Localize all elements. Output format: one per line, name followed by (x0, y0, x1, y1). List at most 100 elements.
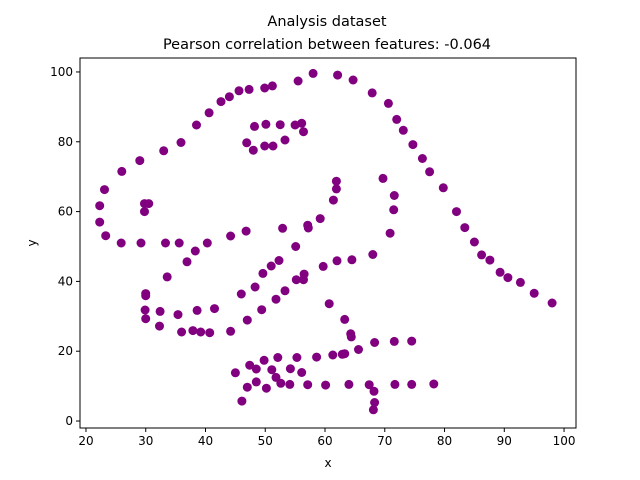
data-point-110 (242, 382, 252, 392)
data-point-62 (485, 255, 495, 265)
data-point-54 (408, 140, 418, 150)
data-point-80 (271, 294, 281, 304)
data-point-13 (174, 238, 184, 248)
x-tick-label: 50 (258, 434, 273, 448)
data-point-35 (275, 120, 285, 130)
data-point-74 (332, 256, 342, 266)
data-point-66 (529, 288, 539, 298)
data-point-104 (324, 299, 334, 309)
data-point-65 (515, 277, 525, 287)
data-point-12 (161, 238, 170, 248)
data-point-103 (192, 305, 202, 315)
data-point-134 (370, 398, 380, 407)
y-tick-label: 0 (65, 414, 73, 428)
x-axis-label: x (324, 456, 331, 470)
data-point-48 (333, 70, 343, 80)
data-point-24 (241, 226, 251, 236)
data-point-23 (234, 86, 244, 96)
data-point-115 (261, 383, 271, 393)
data-point-61 (477, 250, 487, 260)
chart-title: Analysis dataset (267, 14, 386, 30)
data-point-79 (280, 286, 290, 296)
data-point-38 (293, 76, 303, 86)
data-point-55 (417, 154, 427, 163)
data-point-1 (95, 217, 105, 227)
data-point-111 (245, 360, 255, 370)
data-point-57 (438, 183, 448, 193)
data-point-126 (321, 380, 331, 390)
data-point-89 (210, 304, 219, 314)
data-point-31 (260, 141, 270, 151)
data-point-0 (95, 201, 105, 211)
data-point-11 (159, 146, 169, 156)
data-point-32 (267, 81, 277, 91)
data-point-83 (236, 289, 246, 299)
data-point-98 (141, 314, 151, 324)
y-axis-ticks: 0 20 40 60 80 100 (50, 65, 80, 428)
data-point-130 (354, 345, 363, 354)
x-tick-label: 30 (138, 434, 153, 448)
x-tick-label: 40 (198, 434, 213, 448)
data-point-88 (291, 242, 301, 251)
data-point-140 (429, 379, 439, 389)
data-point-52 (392, 114, 402, 124)
data-point-114 (259, 355, 269, 365)
data-point-86 (266, 261, 276, 271)
data-point-135 (370, 338, 380, 347)
data-point-4 (116, 238, 126, 248)
data-point-129 (344, 379, 354, 389)
x-axis-ticks: 20 30 40 50 60 70 80 90 100 (78, 428, 576, 448)
y-tick-label: 20 (58, 344, 73, 358)
x-tick-label: 20 (78, 434, 93, 448)
data-point-22 (226, 231, 236, 241)
data-point-93 (188, 326, 198, 336)
data-point-17 (192, 120, 201, 130)
data-point-120 (285, 379, 295, 389)
data-point-133 (368, 405, 378, 415)
data-point-123 (297, 368, 307, 377)
data-point-53 (398, 125, 408, 135)
data-point-109 (237, 396, 247, 406)
data-point-137 (390, 379, 400, 389)
data-point-26 (244, 84, 254, 94)
data-point-132 (369, 386, 379, 396)
data-point-77 (299, 269, 309, 279)
data-point-117 (273, 353, 283, 362)
data-point-56 (425, 167, 435, 177)
y-tick-label: 80 (58, 135, 73, 149)
data-point-139 (407, 379, 417, 389)
data-point-49 (348, 75, 358, 85)
y-tick-label: 40 (58, 274, 73, 288)
data-point-67 (547, 298, 557, 308)
data-point-30 (261, 119, 271, 129)
data-point-20 (216, 97, 226, 107)
data-point-87 (274, 256, 284, 265)
data-point-19 (204, 108, 214, 118)
data-point-113 (251, 377, 261, 387)
data-point-90 (226, 326, 236, 336)
x-tick-label: 60 (317, 434, 332, 448)
data-point-119 (271, 372, 281, 382)
data-point-94 (177, 327, 187, 337)
data-point-15 (182, 257, 192, 267)
data-point-101 (141, 289, 151, 299)
data-point-2 (100, 185, 109, 195)
data-point-69 (389, 191, 399, 200)
data-point-92 (196, 327, 206, 337)
data-point-33 (268, 141, 278, 151)
data-point-39 (297, 118, 307, 128)
data-point-102 (162, 272, 172, 282)
data-point-97 (140, 305, 150, 315)
data-point-78 (291, 275, 301, 285)
data-point-99 (155, 321, 164, 331)
data-point-82 (242, 315, 252, 325)
data-point-29 (260, 83, 270, 93)
data-point-108 (230, 368, 240, 378)
data-point-112 (251, 364, 261, 374)
y-tick-label: 60 (58, 205, 73, 219)
data-point-81 (257, 305, 267, 315)
x-tick-label: 70 (377, 434, 392, 448)
data-point-21 (224, 92, 234, 102)
